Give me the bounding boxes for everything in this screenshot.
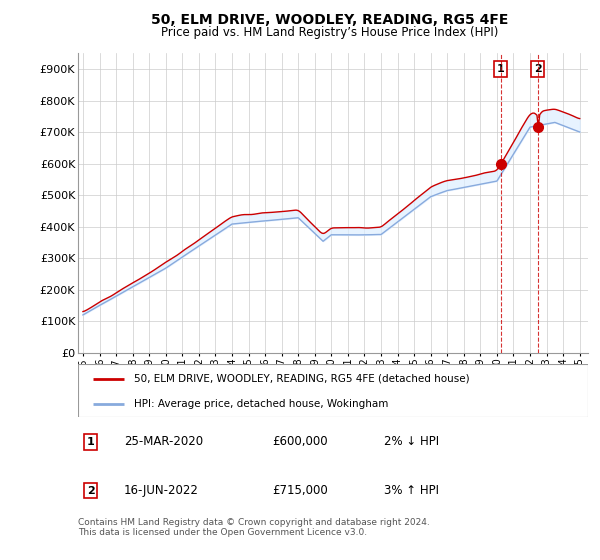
Text: 50, ELM DRIVE, WOODLEY, READING, RG5 4FE: 50, ELM DRIVE, WOODLEY, READING, RG5 4FE [151, 13, 509, 27]
Text: 50, ELM DRIVE, WOODLEY, READING, RG5 4FE (detached house): 50, ELM DRIVE, WOODLEY, READING, RG5 4FE… [134, 374, 470, 384]
Text: Price paid vs. HM Land Registry’s House Price Index (HPI): Price paid vs. HM Land Registry’s House … [161, 26, 499, 39]
Text: £715,000: £715,000 [272, 484, 328, 497]
Text: 25-MAR-2020: 25-MAR-2020 [124, 435, 203, 449]
Text: 1: 1 [497, 64, 505, 74]
Text: 2% ↓ HPI: 2% ↓ HPI [384, 435, 439, 449]
Text: 2: 2 [87, 486, 95, 496]
Text: Contains HM Land Registry data © Crown copyright and database right 2024.
This d: Contains HM Land Registry data © Crown c… [78, 518, 430, 538]
Text: £600,000: £600,000 [272, 435, 328, 449]
FancyBboxPatch shape [78, 364, 588, 417]
Text: HPI: Average price, detached house, Wokingham: HPI: Average price, detached house, Woki… [134, 399, 388, 409]
Text: 1: 1 [87, 437, 95, 447]
Text: 2: 2 [534, 64, 542, 74]
Text: 3% ↑ HPI: 3% ↑ HPI [384, 484, 439, 497]
Text: 16-JUN-2022: 16-JUN-2022 [124, 484, 199, 497]
